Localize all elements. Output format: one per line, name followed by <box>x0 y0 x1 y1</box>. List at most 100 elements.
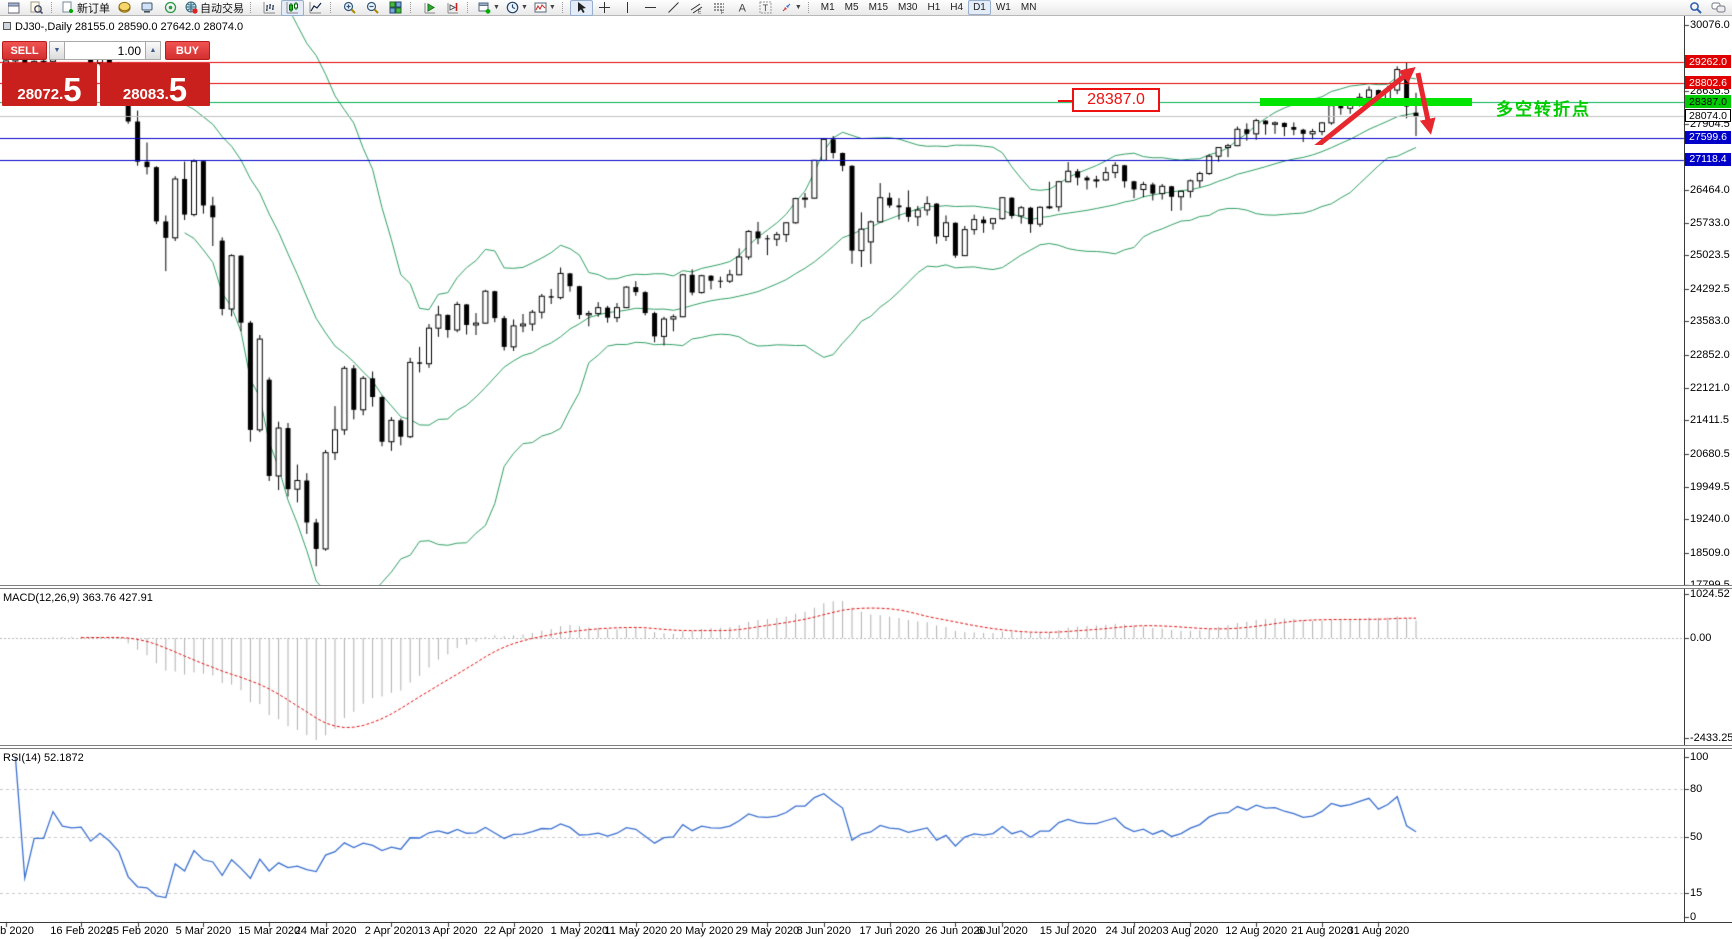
date-tick-label: 15 Mar 2020 <box>238 925 301 937</box>
new-chart-icon <box>478 2 491 14</box>
pane-splitter[interactable] <box>0 745 1732 749</box>
timeframe-button-m1[interactable]: M1 <box>820 2 835 13</box>
text-label-button[interactable]: T <box>754 0 777 16</box>
pane-splitter[interactable] <box>0 585 1732 589</box>
symbol-search-button[interactable] <box>25 0 48 16</box>
auto-trading-label: 自动交易 <box>200 2 244 15</box>
date-tick-label: 21 Aug 2020 <box>1291 925 1353 937</box>
sell-button[interactable]: SELL <box>2 41 47 60</box>
trendline-button[interactable] <box>662 0 685 16</box>
timeframe-button-d1[interactable]: D1 <box>968 0 991 15</box>
text-button[interactable]: A <box>731 0 754 16</box>
equidistant-channel-button[interactable]: E <box>685 0 708 16</box>
toolbar-separator <box>807 2 813 13</box>
date-tick-label: 6 Jul 2020 <box>977 925 1028 937</box>
dropdown-caret: ▼ <box>493 4 500 11</box>
price-level-badge: 29262.0 <box>1685 55 1731 69</box>
auto-scroll-button[interactable] <box>418 0 441 16</box>
tile-windows-button[interactable] <box>384 0 407 16</box>
arrow-objects-button[interactable]: ▼ <box>777 0 805 16</box>
macd-tick-label: 0.00 <box>1690 632 1712 644</box>
trend-arrows <box>1314 67 1436 145</box>
sell-price-box[interactable]: 28072. 5 <box>2 63 97 106</box>
price-tick-label: 19240.0 <box>1690 513 1730 526</box>
price-tick-label: 23583.0 <box>1690 315 1730 328</box>
volume-increase-button[interactable]: ▲ <box>145 41 161 60</box>
price-tick-label: 25023.5 <box>1690 249 1730 262</box>
volume-input[interactable] <box>65 41 145 60</box>
line-chart-button[interactable] <box>304 0 327 16</box>
chart-shift-icon <box>447 3 458 14</box>
auto-trading-button[interactable]: 自动交易 <box>182 0 247 16</box>
deposit-button[interactable] <box>113 0 136 16</box>
timeframe-button-h1[interactable]: H1 <box>927 2 941 13</box>
macd-tick-label: -2433.25 <box>1690 732 1732 744</box>
horizontal-line-button[interactable] <box>639 0 662 16</box>
chart-window-button[interactable] <box>2 0 25 16</box>
zoom-in-icon <box>343 1 356 14</box>
date-tick-label: 11 May 2020 <box>604 925 668 937</box>
search-button[interactable] <box>1684 0 1707 16</box>
price-tick-label: 22121.0 <box>1690 381 1730 394</box>
timeframe-button-mn[interactable]: MN <box>1020 2 1037 13</box>
rsi-tick-label: 100 <box>1690 751 1709 763</box>
sell-button-label: SELL <box>10 44 39 57</box>
zoom-in-button[interactable] <box>338 0 361 16</box>
main-toolbar: 新订单 自动交易 ▼ ▼ ▼ E F A T ▼ M <box>0 0 1732 16</box>
coin-icon <box>118 1 131 13</box>
rsi-tick-label: 50 <box>1690 831 1703 843</box>
timeframe-button-m30[interactable]: M30 <box>898 2 918 13</box>
bar-chart-button[interactable] <box>258 0 281 16</box>
periodicity-button[interactable]: ▼ <box>503 0 531 16</box>
svg-text:A: A <box>738 3 746 14</box>
pivot-highlight-band <box>1260 98 1472 106</box>
crosshair-icon <box>598 2 610 13</box>
date-tick-label: 17 Jun 2020 <box>859 925 920 937</box>
price-tick-label: 30076.0 <box>1690 19 1730 31</box>
dropdown-caret: ▼ <box>520 4 528 11</box>
cursor-button[interactable] <box>569 0 593 16</box>
vertical-line-icon <box>626 2 628 13</box>
toolbar-separator <box>467 2 472 13</box>
equidistant-channel-icon: E <box>690 3 703 14</box>
timeframe-button-m15[interactable]: M15 <box>868 2 889 13</box>
price-level-badge: 28802.6 <box>1685 76 1731 90</box>
fibonacci-button[interactable]: F <box>708 0 731 16</box>
timeframe-button-w1[interactable]: W1 <box>995 2 1011 13</box>
buy-button[interactable]: BUY <box>165 41 210 60</box>
price-tick-label: 21411.5 <box>1690 414 1729 427</box>
new-order-button[interactable]: 新订单 <box>59 0 113 16</box>
terminal-button[interactable] <box>136 0 159 16</box>
new-order-icon <box>62 1 73 13</box>
svg-text:T: T <box>762 3 768 13</box>
price-level-badge: 27599.6 <box>1685 130 1731 144</box>
candlestick-chart-button[interactable] <box>281 0 304 16</box>
timeframe-button-m5[interactable]: M5 <box>844 2 859 13</box>
chat-button[interactable] <box>1707 0 1730 16</box>
volume-decrease-button[interactable]: ▼ <box>49 41 65 60</box>
bar-chart-icon <box>263 2 275 14</box>
vertical-line-button[interactable] <box>616 0 639 16</box>
tile-windows-icon <box>389 1 402 14</box>
timeframe-button-h4[interactable]: H4 <box>950 2 964 13</box>
rsi-tick-label: 15 <box>1690 887 1703 899</box>
toolbar-separator <box>51 2 56 13</box>
date-tick-label: 22 Apr 2020 <box>483 925 544 937</box>
zoom-out-button[interactable] <box>361 0 384 16</box>
date-tick-label: 25 Feb 2020 <box>106 925 169 937</box>
arrow-objects-icon <box>782 3 791 12</box>
signal-button[interactable] <box>159 0 182 16</box>
crosshair-button[interactable] <box>593 0 616 16</box>
date-tick-label: 1 May 2020 <box>550 925 609 937</box>
macd-label: MACD(12,26,9) 363.76 427.91 <box>3 592 153 604</box>
new-chart-button[interactable]: ▼ <box>475 0 503 16</box>
chart-shift-button[interactable] <box>441 0 464 16</box>
toolbar-separator <box>561 2 567 13</box>
indicators-button[interactable]: ▼ <box>531 0 559 16</box>
date-axis-line <box>0 922 1732 923</box>
buy-price-box[interactable]: 28083. 5 <box>100 63 210 106</box>
price-level-badge: 28387.0 <box>1685 95 1731 109</box>
line-chart-icon <box>309 2 322 14</box>
candlestick-chart-icon <box>286 2 298 14</box>
